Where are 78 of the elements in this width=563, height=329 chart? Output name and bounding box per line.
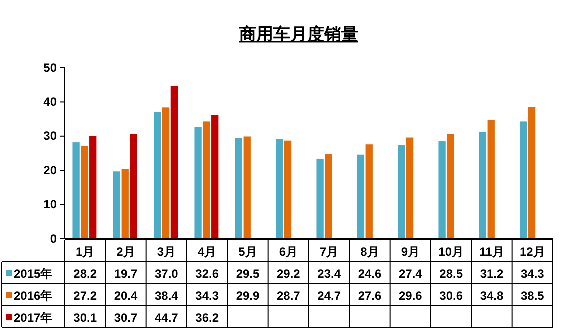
- x-tick-label: 5月: [238, 245, 258, 259]
- bar: [212, 115, 219, 239]
- y-tick-label: 20: [44, 163, 58, 178]
- data-label: 34.8: [480, 289, 504, 303]
- x-tick-label: 10月: [438, 245, 464, 259]
- bar: [194, 128, 202, 239]
- y-tick-label: 50: [44, 60, 58, 75]
- data-label: 37.0: [154, 267, 179, 281]
- data-label: 28.2: [74, 267, 98, 281]
- data-label: 34.3: [196, 289, 220, 303]
- bar: [284, 140, 292, 239]
- bar: [235, 138, 243, 239]
- x-tick-label: 2月: [116, 245, 136, 259]
- data-label: 30.1: [74, 311, 98, 325]
- bar: [528, 107, 536, 239]
- bar: [488, 120, 495, 239]
- bar: [366, 144, 373, 239]
- data-label: 32.6: [196, 267, 220, 281]
- data-label: 24.6: [358, 267, 382, 281]
- data-label: 38.4: [154, 289, 179, 303]
- data-label: 31.2: [480, 267, 504, 281]
- y-tick-label: 0: [50, 232, 58, 246]
- x-tick-label: 11月: [480, 245, 504, 259]
- data-label: 28.7: [276, 289, 301, 303]
- data-label: 29.9: [236, 289, 260, 303]
- bar: [130, 134, 138, 239]
- bar: [72, 142, 80, 239]
- data-label: 38.5: [520, 289, 545, 303]
- bar: [520, 122, 528, 239]
- x-tick-label: 12月: [520, 245, 546, 259]
- bar: [316, 158, 324, 239]
- bar: [113, 172, 121, 239]
- y-tick-label: 30: [44, 129, 58, 144]
- data-label: 23.4: [318, 267, 342, 281]
- legend-label: 2016年: [14, 289, 53, 303]
- y-tick-label: 40: [44, 95, 58, 110]
- bar: [122, 169, 129, 239]
- data-label: 27.2: [74, 289, 98, 303]
- bar: [154, 112, 162, 239]
- bar: [244, 136, 251, 239]
- bar: [447, 134, 454, 239]
- data-label: 20.4: [114, 289, 138, 303]
- data-label: 34.3: [520, 267, 545, 281]
- bar: [357, 154, 365, 239]
- bar: [276, 139, 284, 239]
- x-tick-label: 7月: [320, 245, 339, 259]
- data-label: 30.7: [114, 311, 138, 325]
- data-label: 27.4: [398, 267, 423, 281]
- bar: [398, 145, 406, 239]
- data-label: 19.7: [114, 267, 138, 281]
- x-tick-label: 3月: [157, 245, 176, 259]
- bar: [438, 142, 446, 239]
- data-label: 30.6: [440, 289, 464, 303]
- data-label: 24.7: [318, 289, 342, 303]
- x-tick-label: 8月: [360, 245, 380, 259]
- legend-label: 2015年: [14, 267, 53, 281]
- bar: [90, 136, 97, 239]
- x-tick-label: 1月: [76, 245, 95, 259]
- data-label: 44.7: [154, 311, 179, 325]
- y-tick-label: 10: [44, 198, 58, 212]
- bar: [203, 122, 210, 239]
- data-label: 28.5: [440, 267, 464, 281]
- x-tick-label: 9月: [401, 245, 420, 259]
- data-label: 29.2: [276, 267, 301, 281]
- bar: [170, 86, 178, 239]
- data-label: 27.6: [358, 289, 382, 303]
- bar: [479, 132, 487, 239]
- data-label: 29.6: [398, 289, 423, 303]
- legend-label: 2017年: [14, 311, 53, 325]
- data-label: 36.2: [196, 311, 220, 325]
- bar: [162, 108, 170, 239]
- bar: [325, 154, 332, 239]
- x-tick-label: 4月: [198, 245, 217, 259]
- bar: [81, 146, 88, 239]
- x-tick-label: 6月: [279, 245, 298, 259]
- bar: [406, 138, 414, 239]
- chart-title: 商用车月度销量: [238, 25, 358, 44]
- data-label: 29.5: [236, 267, 260, 281]
